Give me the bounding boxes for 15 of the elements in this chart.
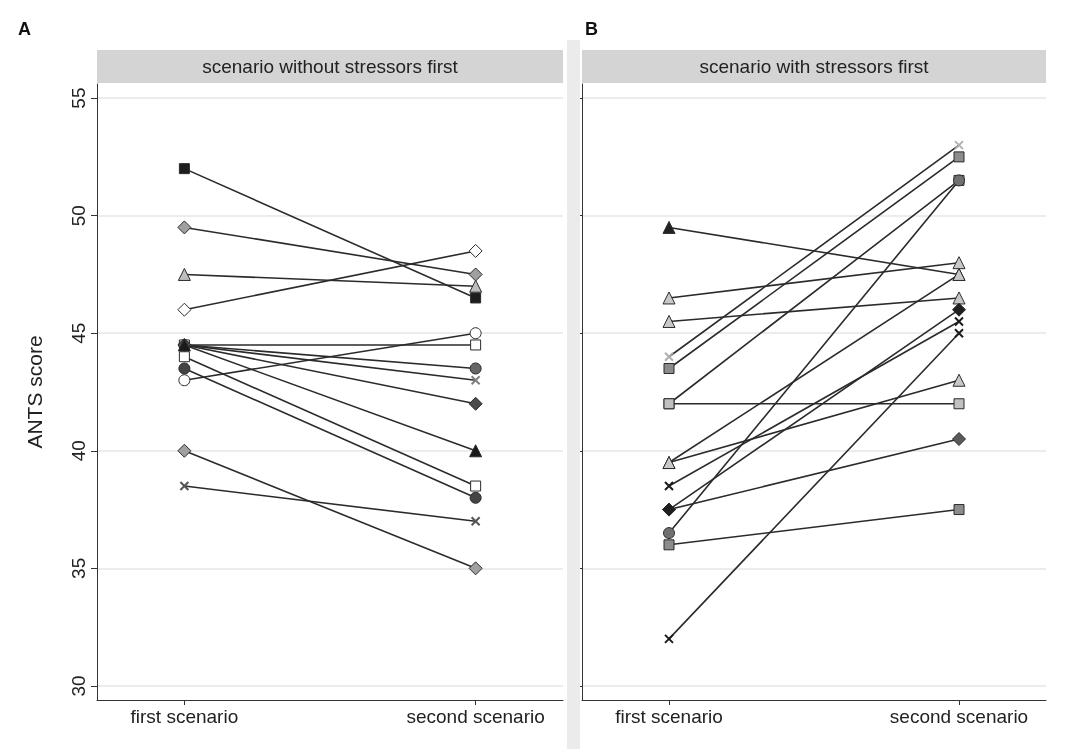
x-tick-label: second scenario xyxy=(406,706,545,727)
y-tick-label: 50 xyxy=(68,205,89,227)
x-tick-label: first scenario xyxy=(615,706,723,727)
y-tick-label: 45 xyxy=(68,322,89,344)
chart-title: scenario without stressors first xyxy=(202,56,459,77)
y-tick-label: 40 xyxy=(68,440,89,462)
text: A xyxy=(18,19,31,39)
y-axis-title: ANTS score xyxy=(23,335,46,449)
y-tick-label: 30 xyxy=(68,675,89,697)
y-tick-label: 55 xyxy=(68,87,89,109)
x-tick-label: second scenario xyxy=(889,706,1029,727)
text: B xyxy=(585,19,598,39)
x-tick-label: first scenario xyxy=(130,706,239,727)
y-tick-label: 35 xyxy=(68,557,89,579)
chart-title: scenario with stressors first xyxy=(699,56,930,77)
